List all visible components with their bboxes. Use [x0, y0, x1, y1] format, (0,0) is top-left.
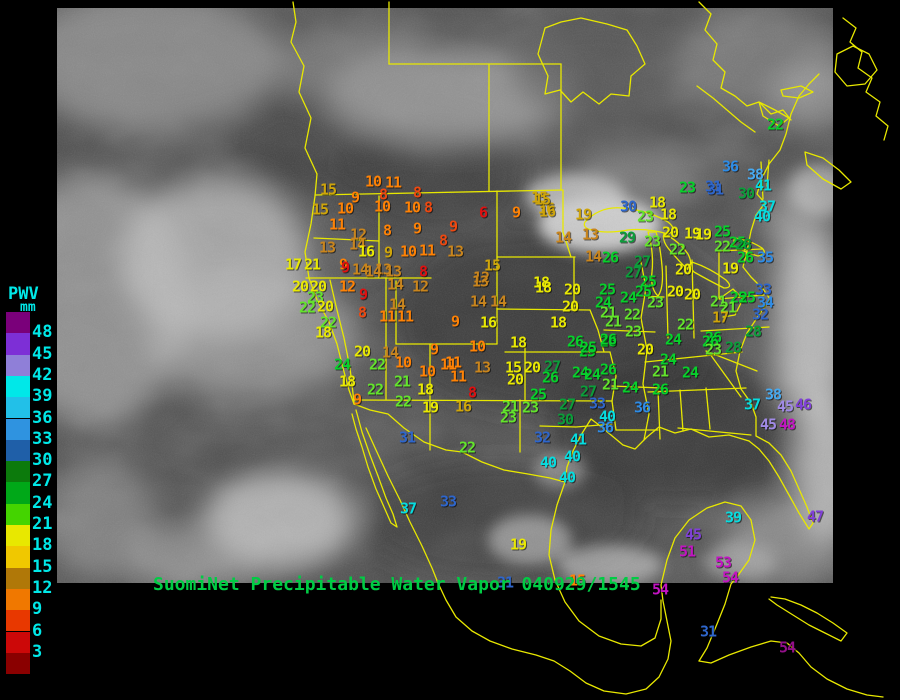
- state-line-tx-ok: [539, 423, 613, 428]
- gulf-of-california-coast: [365, 427, 439, 584]
- lake-huron: [662, 233, 692, 269]
- legend-title: PWV: [8, 284, 39, 304]
- legend-swatch: [6, 546, 30, 568]
- legend-value: 36: [32, 407, 53, 428]
- baja-peninsula: [351, 409, 398, 528]
- legend-swatch: [6, 503, 30, 525]
- legend-value: 33: [32, 428, 53, 449]
- mississippi-river: [639, 256, 650, 441]
- state-line-mo-river: [589, 309, 605, 353]
- legend-value: 12: [32, 577, 53, 598]
- legend-value: 30: [32, 450, 53, 471]
- legend-swatch: [6, 312, 30, 334]
- state-line-nc-sc: [705, 350, 758, 372]
- legend-swatch: [6, 610, 30, 632]
- legend-swatch: [6, 397, 30, 419]
- state-line-vt-nh: [766, 159, 770, 187]
- legend-value: 21: [32, 514, 53, 534]
- legend-swatch: [6, 482, 30, 504]
- state-line-mo-ar: [611, 385, 662, 389]
- nova-scotia-outline: [804, 151, 852, 190]
- lake-michigan: [647, 231, 664, 297]
- legend-swatch: [6, 461, 30, 483]
- state-line-pa-ny: [718, 248, 763, 252]
- gulf-coast-us: [564, 418, 750, 483]
- legend-value: 18: [32, 535, 53, 556]
- legend-value: 9: [32, 599, 43, 620]
- state-line-wi-il: [639, 295, 665, 298]
- state-line-ms-al: [679, 389, 684, 432]
- maine-border: [790, 73, 820, 115]
- pacific-coastline: [290, 1, 355, 405]
- legend-swatch: [6, 354, 30, 376]
- state-line-y400: [353, 399, 613, 402]
- state-line-ga-fl: [677, 427, 752, 436]
- legend-swatch: [6, 375, 30, 398]
- state-line-ky-tn: [644, 351, 743, 363]
- yucatan-peninsula: [660, 501, 756, 662]
- labrador-coast: [842, 17, 889, 141]
- legend-swatch: [6, 418, 30, 440]
- state-line-sc-ga: [709, 353, 742, 398]
- satellite-imagery: [57, 8, 833, 583]
- us-canada-border: [314, 189, 564, 196]
- legend-swatch: [6, 652, 30, 675]
- state-line-il-in: [665, 265, 669, 339]
- gaspe-outline: [758, 101, 790, 127]
- state-line-al-ga: [705, 387, 711, 430]
- legend-value: 39: [32, 386, 53, 407]
- cuba-outline: [768, 596, 848, 642]
- legend-value: 42: [32, 364, 53, 385]
- legend-unit: mm: [20, 300, 36, 315]
- mexico-pacific-coast: [437, 582, 672, 695]
- legend-value: 24: [32, 492, 53, 513]
- state-line-in-oh: [691, 259, 695, 339]
- legend-swatch: [6, 567, 30, 589]
- legend-value: 3: [32, 641, 43, 662]
- st-lawrence-river: [696, 85, 756, 133]
- legend-swatch: [6, 439, 30, 462]
- state-line-ny-ne: [760, 161, 764, 200]
- state-line-mn-west: [562, 189, 572, 258]
- legend-value: 45: [32, 343, 53, 364]
- state-line-va-nc: [700, 326, 770, 332]
- legend-value: 15: [32, 556, 53, 577]
- legend-value: 6: [32, 620, 43, 641]
- legend-swatch: [6, 631, 30, 653]
- legend-value: 27: [32, 471, 53, 492]
- lake-erie: [689, 261, 731, 289]
- anticosti-outline: [780, 85, 814, 99]
- state-line-ks-mo: [609, 351, 617, 402]
- state-line-ca-nv: [329, 279, 355, 403]
- state-line-ok-ar: [611, 400, 617, 431]
- state-line-tn-south: [647, 387, 747, 393]
- state-line-ia-mo: [603, 329, 656, 333]
- legend-swatch: [6, 525, 30, 547]
- legend-value: 48: [32, 322, 53, 343]
- hudson-bay-outline: [537, 17, 646, 105]
- lake-superior: [583, 207, 674, 235]
- central-america-coast: [698, 640, 884, 698]
- atlantic-seaboard: [735, 113, 814, 530]
- map-outlines: [290, 1, 889, 698]
- legend-swatch: [6, 333, 30, 355]
- legend-swatch: [6, 588, 30, 611]
- us-mexico-border: [353, 403, 566, 483]
- map-caption: SuomiNet Precipitable Water Vapor 040929…: [153, 574, 641, 595]
- pwv-legend: PWV mm 48 45 42 39 36 33 30 27 24 21 18 15 12 9 6 3: [0, 284, 70, 684]
- quebec-coast: [698, 1, 792, 121]
- state-line-wv: [718, 288, 744, 318]
- state-line-wa-or: [313, 237, 380, 242]
- state-line-la-ms: [657, 389, 661, 440]
- gulf-of-mexico-coast-mx: [548, 481, 662, 647]
